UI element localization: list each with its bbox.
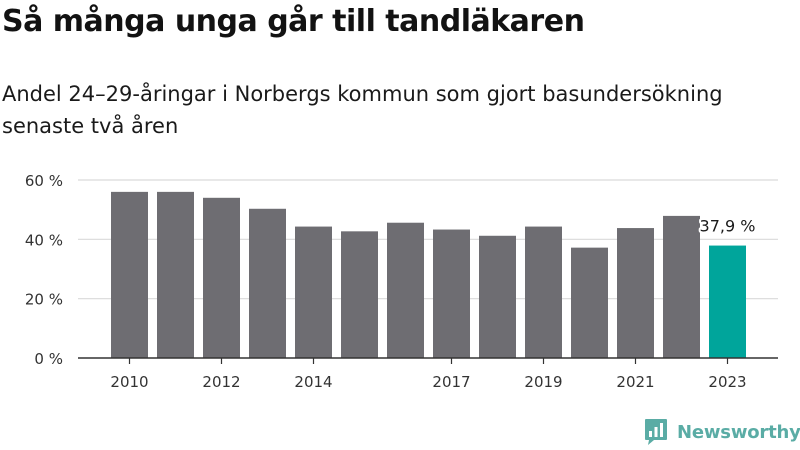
- y-tick-label: 40 %: [25, 231, 63, 249]
- bar-2016: [387, 222, 424, 358]
- bar-2013: [249, 208, 286, 358]
- data-label-2023: 37,9 %: [700, 217, 756, 236]
- bar-2018: [479, 235, 516, 358]
- bar-2014: [295, 226, 332, 358]
- x-tick-label: 2014: [294, 373, 332, 391]
- x-tick-label: 2021: [616, 373, 654, 391]
- x-tick-label: 2019: [524, 373, 562, 391]
- annotations: 37,9 %: [698, 215, 758, 238]
- bar-2021: [617, 228, 654, 358]
- x-axis-ticks: 2010 2012 2014 2017 2019 2021 2023: [78, 357, 778, 391]
- bar-2010: [111, 191, 148, 358]
- newsworthy-brand: Newsworthy: [644, 418, 800, 446]
- bar-2020: [571, 247, 608, 358]
- bar-2012: [203, 197, 240, 358]
- y-tick-label: 0 %: [34, 350, 63, 368]
- bar-2011: [157, 191, 194, 358]
- bar-2023: [709, 245, 746, 358]
- x-tick-label: 2023: [708, 373, 746, 391]
- bar-2015: [341, 231, 378, 358]
- x-tick-label: 2010: [110, 373, 148, 391]
- y-axis-ticks: 0 % 20 % 40 % 60 %: [25, 172, 63, 368]
- newsworthy-logo-icon: [645, 419, 667, 445]
- y-tick-label: 20 %: [25, 291, 63, 309]
- chart-title: Så många unga går till tandläkaren: [2, 4, 585, 39]
- x-tick-label: 2017: [432, 373, 470, 391]
- grid-lines: [78, 179, 778, 300]
- bar-2019: [525, 226, 562, 358]
- x-tick-label: 2012: [202, 373, 240, 391]
- brand-name: Newsworthy: [677, 421, 800, 443]
- bars: [111, 191, 746, 358]
- chart-subtitle: Andel 24–29-åringar i Norbergs kommun so…: [2, 82, 723, 138]
- y-tick-label: 60 %: [25, 172, 63, 190]
- bar-2017: [433, 229, 470, 358]
- bar-2022: [663, 215, 700, 358]
